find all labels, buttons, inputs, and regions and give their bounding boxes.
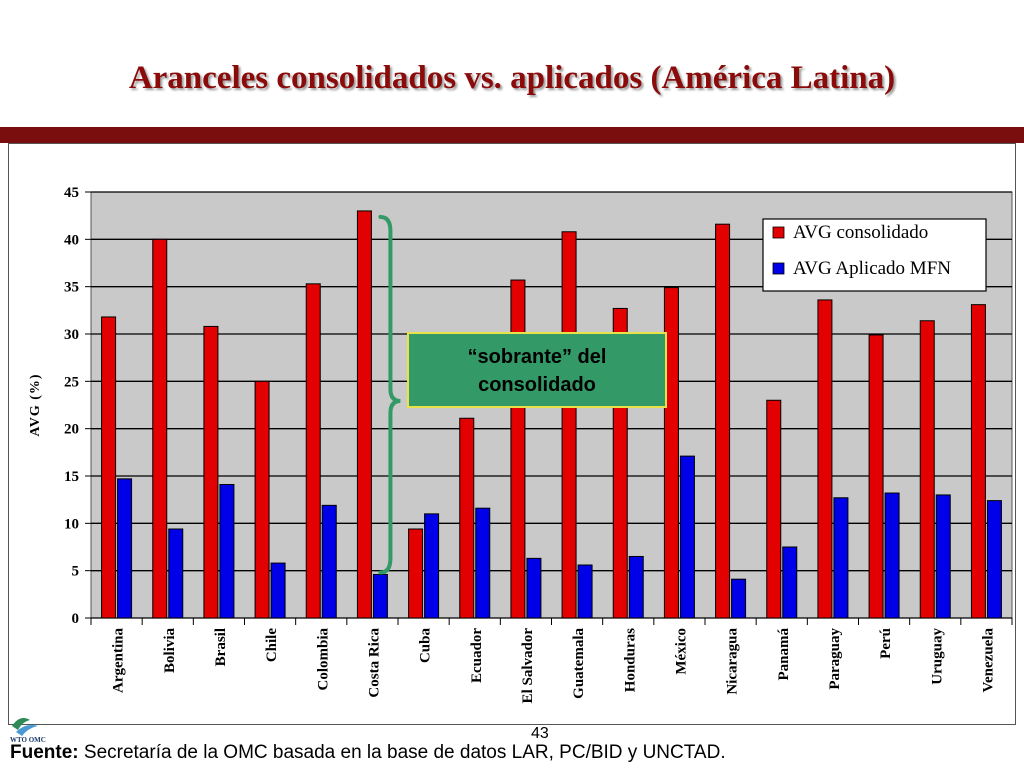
legend-swatch-aplicado — [772, 262, 785, 275]
bar-consolidado — [817, 299, 833, 619]
source-label: Fuente: — [10, 742, 79, 763]
bar-aplicado — [219, 484, 235, 619]
y-tick-label: 40 — [64, 232, 79, 248]
page-number: 43 — [531, 725, 549, 742]
y-tick-label: 25 — [64, 374, 79, 390]
bar-chart: 0 5 10 15 20 25 30 35 40 45 AVG (%) Argentina Bolivi… — [28, 185, 1013, 704]
x-tick-label: El Salvador — [520, 628, 536, 704]
y-tick-label: 45 — [64, 185, 79, 201]
bar-aplicado — [321, 504, 337, 619]
bar-aplicado — [628, 555, 644, 619]
bar-consolidado — [152, 238, 168, 619]
bar-consolidado — [919, 320, 935, 619]
source-footnote: Fuente: Secretaría de la OMC basada en l… — [10, 742, 726, 764]
callout-text-line1: “sobrante” del — [468, 346, 607, 368]
bar-consolidado — [561, 231, 577, 619]
legend-box — [762, 218, 987, 292]
bar-aplicado — [372, 573, 388, 619]
y-tick-label: 35 — [64, 280, 79, 296]
chart-frame: 0 5 10 15 20 25 30 35 40 45 AVG (%) Argentina Bolivi… — [8, 143, 1016, 725]
bar-aplicado — [270, 562, 286, 619]
bar-aplicado — [986, 500, 1002, 619]
callout-box — [407, 332, 667, 408]
wto-logo-icon: WTO OMC — [10, 718, 46, 744]
bar-consolidado — [970, 304, 986, 619]
y-tick-label: 20 — [64, 422, 79, 438]
bar-aplicado — [833, 497, 849, 619]
x-tick-label: Paraguay — [827, 628, 843, 690]
x-tick-label: Brasil — [213, 628, 229, 666]
bar-consolidado — [715, 223, 731, 619]
slide-title: Aranceles consolidados vs. aplicados (Am… — [128, 60, 896, 96]
bar-aplicado — [475, 507, 491, 619]
bar-consolidado — [356, 210, 372, 619]
bar-aplicado — [782, 546, 798, 619]
y-tick-label: 15 — [64, 469, 79, 485]
bar-consolidado — [663, 287, 679, 619]
bar-consolidado — [510, 279, 526, 619]
x-tick-label: Perú — [878, 628, 894, 659]
y-tick-label: 30 — [64, 327, 79, 343]
bar-aplicado — [424, 513, 440, 619]
x-tick-label: Nicaragua — [725, 628, 741, 695]
legend-label-consolidado: AVG consolidado — [793, 222, 928, 243]
bar-consolidado — [408, 528, 424, 619]
x-tick-label: Cuba — [418, 628, 434, 664]
bar-consolidado — [766, 399, 782, 619]
x-tick-label: Guatemala — [571, 628, 587, 699]
bar-aplicado — [884, 492, 900, 619]
bar-aplicado — [577, 564, 593, 619]
x-tick-label: Bolivia — [162, 628, 178, 674]
title-divider — [0, 127, 1024, 143]
x-tick-label: Panamá — [776, 628, 792, 681]
bar-consolidado — [101, 316, 117, 619]
bar-consolidado — [459, 417, 475, 619]
x-tick-label: Chile — [264, 628, 280, 663]
bar-consolidado — [305, 283, 321, 619]
y-tick-label: 10 — [64, 516, 79, 532]
legend-swatch-consolidado — [772, 226, 785, 239]
y-axis-label: AVG (%) — [28, 373, 43, 436]
x-tick-label: Ecuador — [469, 628, 485, 683]
x-tick-label: Argentina — [111, 628, 127, 693]
callout-text-line2: consolidado — [478, 374, 596, 396]
bar-aplicado — [935, 494, 951, 619]
x-tick-label: Colombia — [315, 628, 331, 691]
y-tick-label: 5 — [72, 564, 80, 580]
bar-aplicado — [731, 578, 747, 619]
x-tick-label: Costa Rica — [366, 628, 382, 698]
x-tick-label: Venezuela — [980, 628, 996, 693]
y-tick-label: 0 — [72, 611, 80, 627]
bar-aplicado — [168, 528, 184, 619]
bar-consolidado — [254, 380, 270, 619]
legend-label-aplicado: AVG Aplicado MFN — [793, 258, 951, 279]
bar-consolidado — [868, 334, 884, 619]
bar-aplicado — [526, 557, 542, 619]
source-text: Secretaría de la OMC basada en la base d… — [83, 742, 726, 763]
bar-aplicado — [679, 455, 695, 619]
svg-text:WTO OMC: WTO OMC — [10, 736, 46, 744]
bar-aplicado — [117, 478, 133, 619]
x-tick-label: México — [673, 628, 689, 675]
bar-consolidado — [203, 325, 219, 619]
x-tick-label: Honduras — [622, 628, 638, 692]
x-tick-label: Uruguay — [929, 628, 945, 685]
